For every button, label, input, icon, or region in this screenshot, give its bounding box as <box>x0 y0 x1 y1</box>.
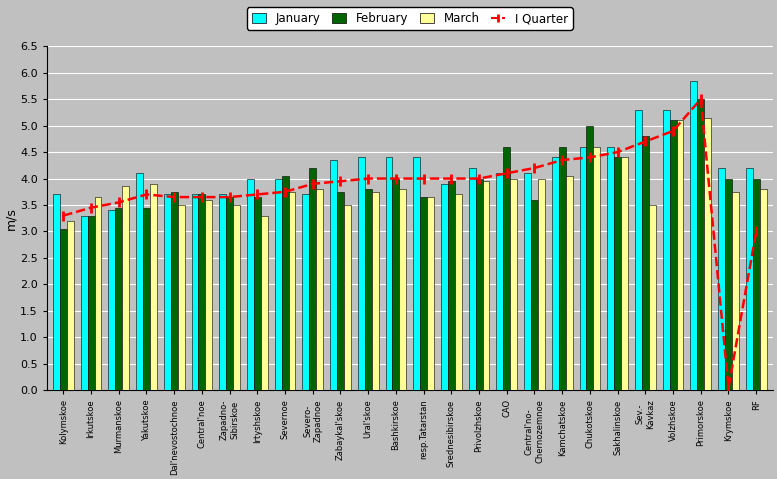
Bar <box>67 221 74 390</box>
Bar <box>115 208 122 390</box>
Bar <box>753 179 760 390</box>
Bar <box>448 181 455 390</box>
Bar <box>649 205 656 390</box>
Bar <box>392 179 399 390</box>
Bar <box>531 200 538 390</box>
Bar <box>524 173 531 390</box>
Bar <box>108 210 115 390</box>
Bar <box>635 110 642 390</box>
Bar <box>53 194 60 390</box>
Bar <box>219 194 226 390</box>
Bar <box>718 168 725 390</box>
Bar <box>60 229 67 390</box>
Bar <box>476 179 483 390</box>
Bar <box>580 147 587 390</box>
Bar <box>122 186 129 390</box>
Bar <box>88 216 95 390</box>
Bar <box>663 110 670 390</box>
Bar <box>677 120 684 390</box>
Bar <box>503 147 510 390</box>
Bar <box>261 216 268 390</box>
Bar <box>413 158 420 390</box>
Bar <box>344 205 351 390</box>
Y-axis label: m/s: m/s <box>4 207 17 230</box>
Bar <box>150 184 157 390</box>
Bar <box>621 158 628 390</box>
Bar <box>497 173 503 390</box>
Bar <box>178 205 185 390</box>
Bar <box>302 194 309 390</box>
Bar <box>164 194 171 390</box>
Bar <box>469 168 476 390</box>
Bar <box>288 192 295 390</box>
Bar <box>552 158 559 390</box>
Bar <box>559 147 566 390</box>
Bar <box>760 189 767 390</box>
Bar <box>247 179 254 390</box>
Bar <box>171 192 178 390</box>
Bar <box>281 176 288 390</box>
Bar <box>316 189 323 390</box>
Bar <box>358 158 364 390</box>
Bar <box>399 189 406 390</box>
Bar <box>608 147 614 390</box>
Bar <box>427 197 434 390</box>
Bar <box>510 179 517 390</box>
Bar <box>81 216 88 390</box>
Bar <box>136 173 143 390</box>
Bar <box>483 181 490 390</box>
Bar <box>732 192 739 390</box>
Bar <box>566 176 573 390</box>
Bar <box>594 147 601 390</box>
Legend: January, February, March, I Quarter: January, February, March, I Quarter <box>247 7 573 30</box>
Bar <box>441 184 448 390</box>
Bar <box>725 179 732 390</box>
Bar <box>337 192 344 390</box>
Bar <box>309 168 316 390</box>
Bar <box>420 197 427 390</box>
Bar <box>691 80 697 390</box>
Bar <box>704 118 711 390</box>
Bar <box>697 99 704 390</box>
Bar <box>191 194 198 390</box>
Bar <box>205 200 212 390</box>
Bar <box>275 179 281 390</box>
Bar <box>233 205 240 390</box>
Bar <box>364 189 371 390</box>
Bar <box>371 192 378 390</box>
Bar <box>95 197 102 390</box>
Bar <box>330 160 337 390</box>
Bar <box>587 125 594 390</box>
Bar <box>614 158 621 390</box>
Bar <box>385 158 392 390</box>
Bar <box>642 136 649 390</box>
Bar <box>254 197 261 390</box>
Bar <box>143 208 150 390</box>
Bar <box>198 194 205 390</box>
Bar <box>226 197 233 390</box>
Bar <box>455 194 462 390</box>
Bar <box>670 120 677 390</box>
Bar <box>746 168 753 390</box>
Bar <box>538 179 545 390</box>
